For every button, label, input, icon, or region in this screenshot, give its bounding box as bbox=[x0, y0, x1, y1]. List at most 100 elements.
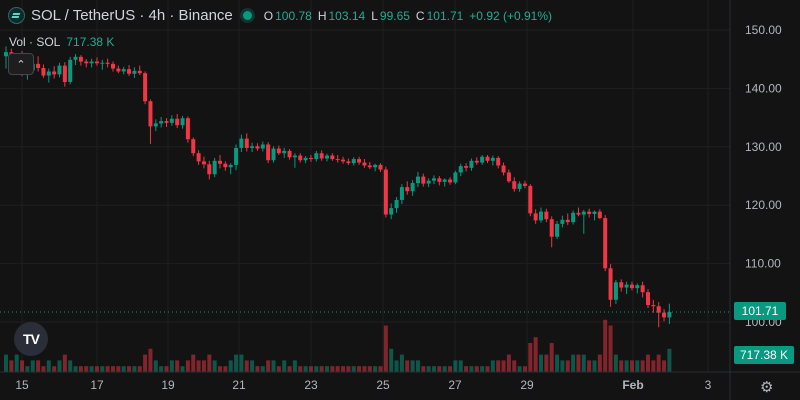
volume-bar bbox=[180, 366, 185, 372]
volume-bar bbox=[308, 366, 313, 372]
volume-bar bbox=[4, 354, 8, 372]
volume-bar bbox=[656, 354, 661, 372]
candle-body bbox=[287, 150, 292, 158]
volume-bar bbox=[164, 366, 169, 372]
volume-bar bbox=[624, 360, 629, 372]
volume-bar bbox=[169, 360, 174, 372]
volume-bar bbox=[314, 366, 319, 372]
candle-body bbox=[196, 153, 201, 162]
volume-bar bbox=[501, 360, 506, 372]
volume-bar bbox=[68, 360, 73, 372]
volume-bar bbox=[426, 366, 431, 372]
candle-body bbox=[635, 285, 640, 289]
time-axis[interactable]: 15 17 19 21 23 25 27 29 Feb 3 bbox=[0, 371, 800, 392]
candle-body bbox=[260, 144, 265, 149]
volume-bar bbox=[662, 360, 667, 372]
volume-bar bbox=[346, 366, 351, 372]
volume-bar bbox=[78, 366, 83, 372]
candle-body bbox=[164, 121, 169, 123]
candle-body bbox=[111, 63, 115, 69]
candle-body bbox=[362, 162, 367, 166]
gear-icon[interactable]: ⚙ bbox=[760, 379, 774, 396]
volume-bar bbox=[646, 354, 650, 372]
volume-bar bbox=[127, 366, 132, 372]
price-tick-label: 140.00 bbox=[745, 81, 782, 95]
candle-body bbox=[480, 156, 485, 163]
candle-body bbox=[185, 118, 190, 140]
volume-bar bbox=[533, 337, 538, 372]
volume-bar bbox=[597, 354, 602, 372]
candle-body bbox=[282, 150, 287, 154]
candle-body bbox=[464, 166, 469, 168]
candle-body bbox=[522, 183, 527, 186]
volume-bar bbox=[367, 366, 372, 372]
symbol-title[interactable]: SOL / TetherUS · 4h · Binance bbox=[31, 7, 233, 24]
volume-bar bbox=[143, 354, 148, 372]
candle-body bbox=[298, 155, 303, 161]
candle-body bbox=[127, 69, 132, 74]
volume-bar bbox=[448, 366, 453, 372]
volume-bar bbox=[539, 354, 543, 372]
candle-body bbox=[357, 159, 362, 163]
candle-body bbox=[105, 62, 110, 64]
volume-bar bbox=[506, 354, 511, 372]
price-tick-label: 120.00 bbox=[745, 198, 782, 212]
volume-bar bbox=[496, 360, 501, 372]
volume-bar bbox=[94, 366, 99, 372]
solana-logo-icon bbox=[8, 7, 25, 24]
volume-bar bbox=[405, 360, 410, 372]
candle-body bbox=[180, 118, 185, 126]
candle-body bbox=[651, 305, 656, 307]
candle-body bbox=[389, 208, 394, 215]
volume-bar bbox=[20, 360, 25, 372]
volume-bar bbox=[159, 366, 164, 372]
candle-body bbox=[52, 71, 57, 75]
candle-body bbox=[533, 213, 538, 221]
candle-body bbox=[544, 211, 549, 220]
candle-body bbox=[539, 211, 543, 221]
volume-bar bbox=[394, 360, 399, 372]
volume-bar bbox=[153, 360, 158, 372]
volume-bar bbox=[571, 354, 576, 372]
candle-body bbox=[137, 70, 142, 74]
volume-bar bbox=[276, 366, 281, 372]
volume-bar bbox=[373, 366, 378, 372]
candle-body bbox=[207, 164, 212, 175]
candle-body bbox=[330, 155, 335, 160]
candle-body bbox=[62, 65, 67, 82]
chevron-up-icon: ⌃ bbox=[16, 58, 26, 71]
candle-body bbox=[496, 157, 501, 166]
candle-body bbox=[292, 155, 297, 158]
volume-bar bbox=[640, 360, 645, 372]
high-value: 103.14 bbox=[328, 8, 366, 23]
volume-bar bbox=[41, 366, 46, 372]
candle-body bbox=[426, 180, 431, 184]
tradingview-logo-icon[interactable]: TV bbox=[14, 322, 48, 356]
candle-body bbox=[201, 161, 206, 165]
candle-body bbox=[335, 159, 340, 161]
candle-body bbox=[271, 148, 276, 161]
volume-bar bbox=[36, 360, 41, 372]
candle-body bbox=[624, 284, 629, 288]
volume-bar bbox=[469, 366, 474, 372]
candle-body bbox=[629, 284, 634, 289]
candle-body bbox=[448, 179, 453, 183]
candle-body bbox=[94, 61, 99, 64]
time-tick-label: 3 bbox=[705, 378, 712, 392]
collapse-legend-button[interactable]: ⌃ bbox=[8, 53, 34, 75]
candle-body bbox=[667, 312, 672, 318]
volume-bar bbox=[52, 366, 57, 372]
candle-body bbox=[597, 211, 602, 219]
volume-bar bbox=[73, 366, 78, 372]
candle-body bbox=[116, 68, 121, 72]
volume-bar bbox=[111, 366, 115, 372]
volume-bar bbox=[421, 366, 426, 372]
volume-bar bbox=[603, 319, 608, 372]
volume-label: Vol · SOL bbox=[9, 35, 61, 49]
volume-bar bbox=[581, 354, 586, 372]
volume-bar bbox=[383, 325, 388, 372]
volume-bar bbox=[651, 360, 656, 372]
candle-body bbox=[383, 169, 388, 215]
